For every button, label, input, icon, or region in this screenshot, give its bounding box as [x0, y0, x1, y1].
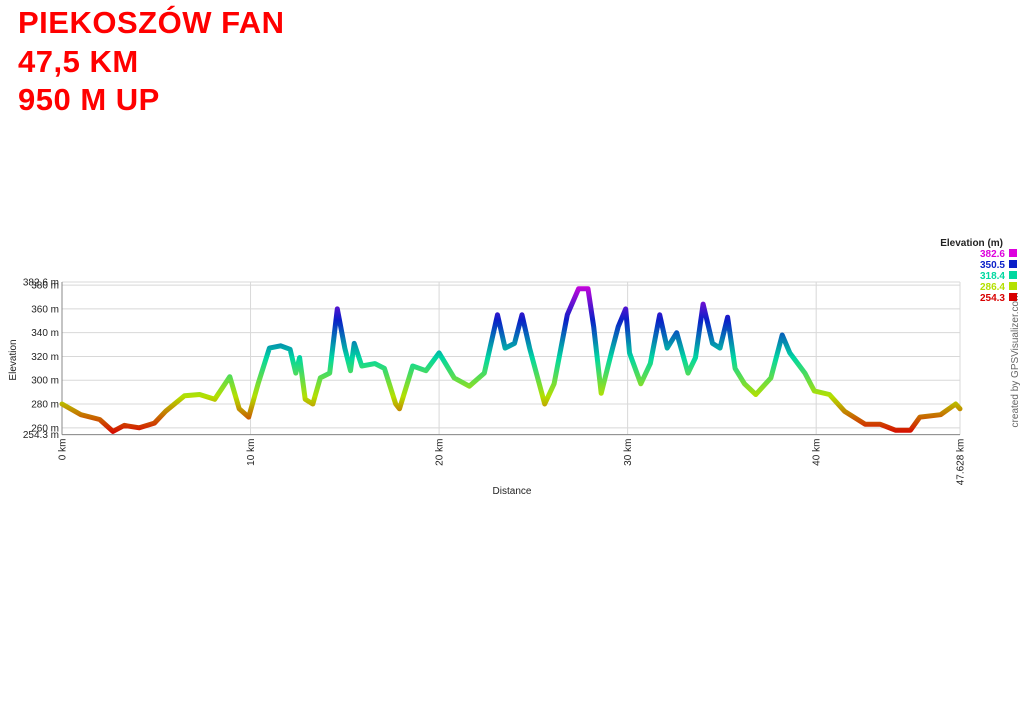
x-axis-label: Distance — [493, 486, 532, 497]
y-tick-label: 280 m — [31, 400, 59, 411]
x-tick-label: 10 km — [246, 439, 257, 466]
legend-value: 254.3 — [980, 293, 1005, 304]
x-tick-label: 20 km — [435, 439, 446, 466]
y-tick-label: 360 m — [31, 304, 59, 315]
title-line: 950 M UP — [18, 82, 160, 117]
legend-value: 286.4 — [980, 282, 1005, 293]
legend-swatch — [1009, 260, 1017, 268]
y-tick-label: 382.6 m — [23, 278, 59, 289]
title-line: PIEKOSZÓW FAN — [18, 4, 285, 40]
y-tick-label: 300 m — [31, 376, 59, 387]
elevation-line — [59, 286, 963, 434]
y-axis-label: Elevation — [8, 339, 19, 380]
legend-value: 382.6 — [980, 249, 1005, 260]
legend-swatch — [1009, 271, 1017, 279]
y-tick-label: 320 m — [31, 352, 59, 363]
y-tick-label: 380 m — [31, 281, 59, 292]
y-tick-label: 340 m — [31, 328, 59, 339]
legend-value: 318.4 — [980, 271, 1005, 282]
x-tick-label: 0 km — [58, 439, 69, 461]
legend-title: Elevation (m) — [940, 238, 1003, 249]
title-line: 47,5 KM — [18, 44, 139, 79]
legend-value: 350.5 — [980, 260, 1005, 271]
y-tick-label: 260 m — [31, 423, 59, 434]
legend-swatch — [1009, 249, 1017, 257]
x-tick-label: 30 km — [623, 439, 634, 466]
x-tick-label: 47.628 km — [956, 439, 967, 486]
legend-swatch — [1009, 293, 1017, 301]
credit: created by GPSVisualizer.com — [1010, 293, 1021, 428]
y-tick-label: 254.3 m — [23, 430, 59, 441]
x-tick-label: 40 km — [812, 439, 823, 466]
legend-swatch — [1009, 282, 1017, 290]
